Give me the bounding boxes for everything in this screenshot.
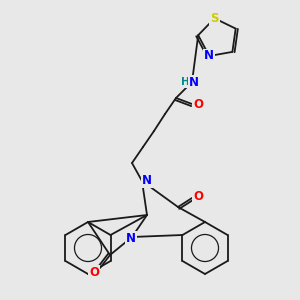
Text: H: H	[181, 77, 189, 87]
Text: N: N	[189, 76, 199, 88]
Text: O: O	[193, 190, 203, 202]
Text: O: O	[89, 266, 99, 278]
Text: S: S	[210, 12, 219, 25]
Text: N: N	[142, 175, 152, 188]
Text: O: O	[193, 98, 203, 110]
Text: N: N	[126, 232, 136, 244]
Text: N: N	[204, 50, 214, 62]
